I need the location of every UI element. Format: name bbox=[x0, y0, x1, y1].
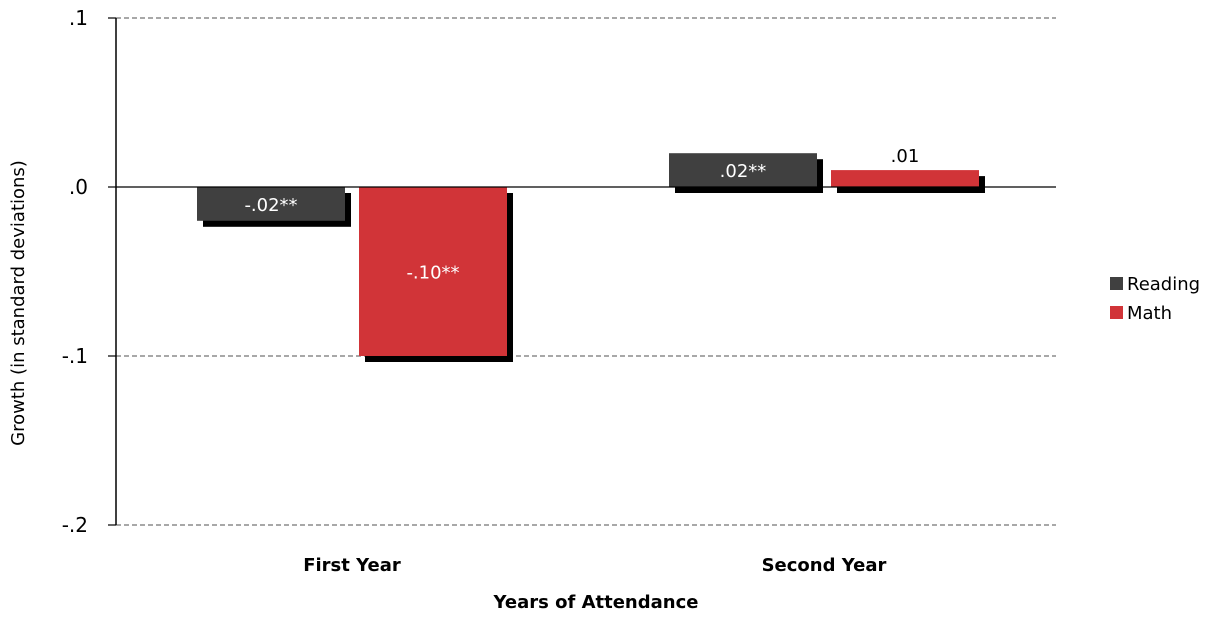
y-tick-label: .1 bbox=[69, 6, 88, 30]
x-axis-title: Years of Attendance bbox=[493, 592, 699, 613]
data-label: -.02** bbox=[244, 195, 297, 216]
data-label: .01 bbox=[891, 146, 920, 167]
legend-swatch bbox=[1110, 306, 1123, 319]
bar-math-1 bbox=[359, 187, 507, 356]
x-category-label: First Year bbox=[303, 555, 401, 576]
label-layer: -.02** -.10** .02** .01 bbox=[244, 146, 919, 283]
grid-layer bbox=[108, 17, 1056, 526]
y-tick-label: .0 bbox=[69, 175, 88, 199]
bar-layer bbox=[197, 153, 979, 356]
y-axis-title: Growth (in standard deviations) bbox=[8, 160, 29, 446]
bar-reading-2 bbox=[669, 153, 817, 187]
y-tick-label: -.2 bbox=[62, 513, 88, 537]
legend-swatch bbox=[1110, 277, 1123, 290]
x-category-label: Second Year bbox=[762, 555, 887, 576]
y-tick-label: -.1 bbox=[62, 344, 88, 368]
legend-label: Reading bbox=[1127, 274, 1200, 295]
axis-layer bbox=[115, 18, 1056, 525]
data-label: .02** bbox=[720, 161, 767, 182]
bar-reading-1 bbox=[197, 187, 345, 221]
legend: Reading Math bbox=[1110, 274, 1200, 324]
y-tick-labels: .1 .0 -.1 -.2 bbox=[62, 6, 88, 537]
x-category-labels: First Year Second Year bbox=[303, 555, 886, 576]
legend-label: Math bbox=[1127, 303, 1172, 324]
data-label: -.10** bbox=[406, 263, 459, 284]
bar-math-2 bbox=[831, 170, 979, 187]
